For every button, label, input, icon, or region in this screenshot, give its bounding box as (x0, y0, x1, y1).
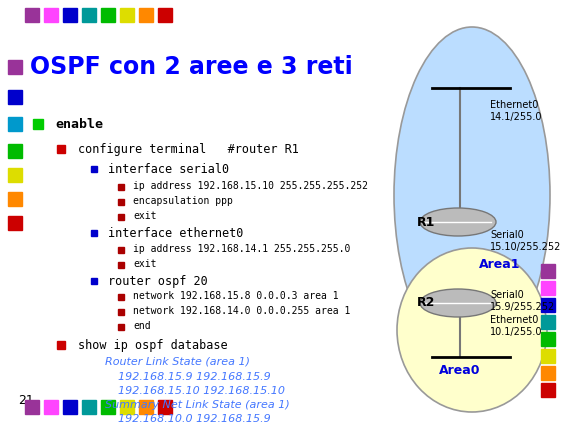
Ellipse shape (420, 289, 496, 317)
Ellipse shape (397, 248, 547, 412)
Text: Ethernet0
10.1/255.0: Ethernet0 10.1/255.0 (490, 315, 543, 338)
Text: ip address 192.168.14.1 255.255.255.0: ip address 192.168.14.1 255.255.255.0 (133, 244, 350, 254)
Text: end: end (133, 321, 151, 331)
Bar (541, 383, 555, 397)
Bar (63, 400, 77, 414)
Bar (8, 192, 22, 206)
Bar (120, 8, 134, 22)
Text: exit: exit (133, 259, 157, 269)
Bar (158, 400, 172, 414)
Text: Area1: Area1 (479, 259, 521, 271)
Text: enable: enable (55, 118, 103, 131)
Bar (101, 400, 115, 414)
Text: network 192.168.15.8 0.0.0.3 area 1: network 192.168.15.8 0.0.0.3 area 1 (133, 291, 338, 301)
Bar (139, 400, 153, 414)
Bar (541, 332, 555, 346)
Text: Area0: Area0 (439, 363, 481, 376)
Bar (158, 8, 172, 22)
Text: 192.168.15.9 192.168.15.9: 192.168.15.9 192.168.15.9 (118, 372, 271, 382)
Bar (541, 281, 555, 295)
Text: exit: exit (133, 211, 157, 221)
Text: show ip ospf database: show ip ospf database (78, 339, 227, 352)
Text: Ethernet0
14.1/255.0: Ethernet0 14.1/255.0 (490, 100, 543, 122)
Bar (139, 8, 153, 22)
Bar (120, 400, 134, 414)
Bar (541, 349, 555, 363)
Bar (82, 400, 96, 414)
Bar (541, 315, 555, 329)
Bar (541, 366, 555, 380)
Bar (8, 144, 22, 158)
Bar (8, 216, 22, 230)
Text: 21: 21 (18, 394, 34, 407)
Text: 192.168.15.10 192.168.15.10: 192.168.15.10 192.168.15.10 (118, 386, 285, 396)
Text: R2: R2 (417, 297, 435, 309)
Text: interface ethernet0: interface ethernet0 (108, 227, 243, 240)
Text: encapsulation ppp: encapsulation ppp (133, 196, 233, 206)
Bar (44, 400, 58, 414)
Text: router ospf 20: router ospf 20 (108, 275, 208, 288)
Text: Summary Net Link State (area 1): Summary Net Link State (area 1) (105, 400, 290, 410)
Text: ip address 192.168.15.10 255.255.255.252: ip address 192.168.15.10 255.255.255.252 (133, 181, 368, 191)
Text: network 192.168.14.0 0.0.0.255 area 1: network 192.168.14.0 0.0.0.255 area 1 (133, 306, 350, 316)
Bar (541, 264, 555, 278)
Bar (63, 8, 77, 22)
Bar (101, 8, 115, 22)
Text: Router Link State (area 1): Router Link State (area 1) (105, 357, 250, 367)
Bar (541, 298, 555, 312)
Text: interface serial0: interface serial0 (108, 163, 229, 176)
Bar (25, 8, 39, 22)
Text: configure terminal   #router R1: configure terminal #router R1 (78, 143, 299, 156)
Text: Serial0
15.9/255.252: Serial0 15.9/255.252 (490, 290, 555, 312)
Bar (8, 60, 22, 74)
Bar (8, 90, 22, 104)
Bar (25, 400, 39, 414)
Bar (8, 168, 22, 182)
Text: Serial0
15.10/255.252: Serial0 15.10/255.252 (490, 230, 561, 252)
Bar (44, 8, 58, 22)
Ellipse shape (420, 208, 496, 236)
Text: 192.168.10.0 192.168.15.9: 192.168.10.0 192.168.15.9 (118, 414, 271, 422)
Text: R1: R1 (417, 216, 435, 230)
Bar (8, 117, 22, 131)
Bar (82, 8, 96, 22)
Ellipse shape (394, 27, 550, 363)
Text: OSPF con 2 aree e 3 reti: OSPF con 2 aree e 3 reti (30, 55, 353, 79)
